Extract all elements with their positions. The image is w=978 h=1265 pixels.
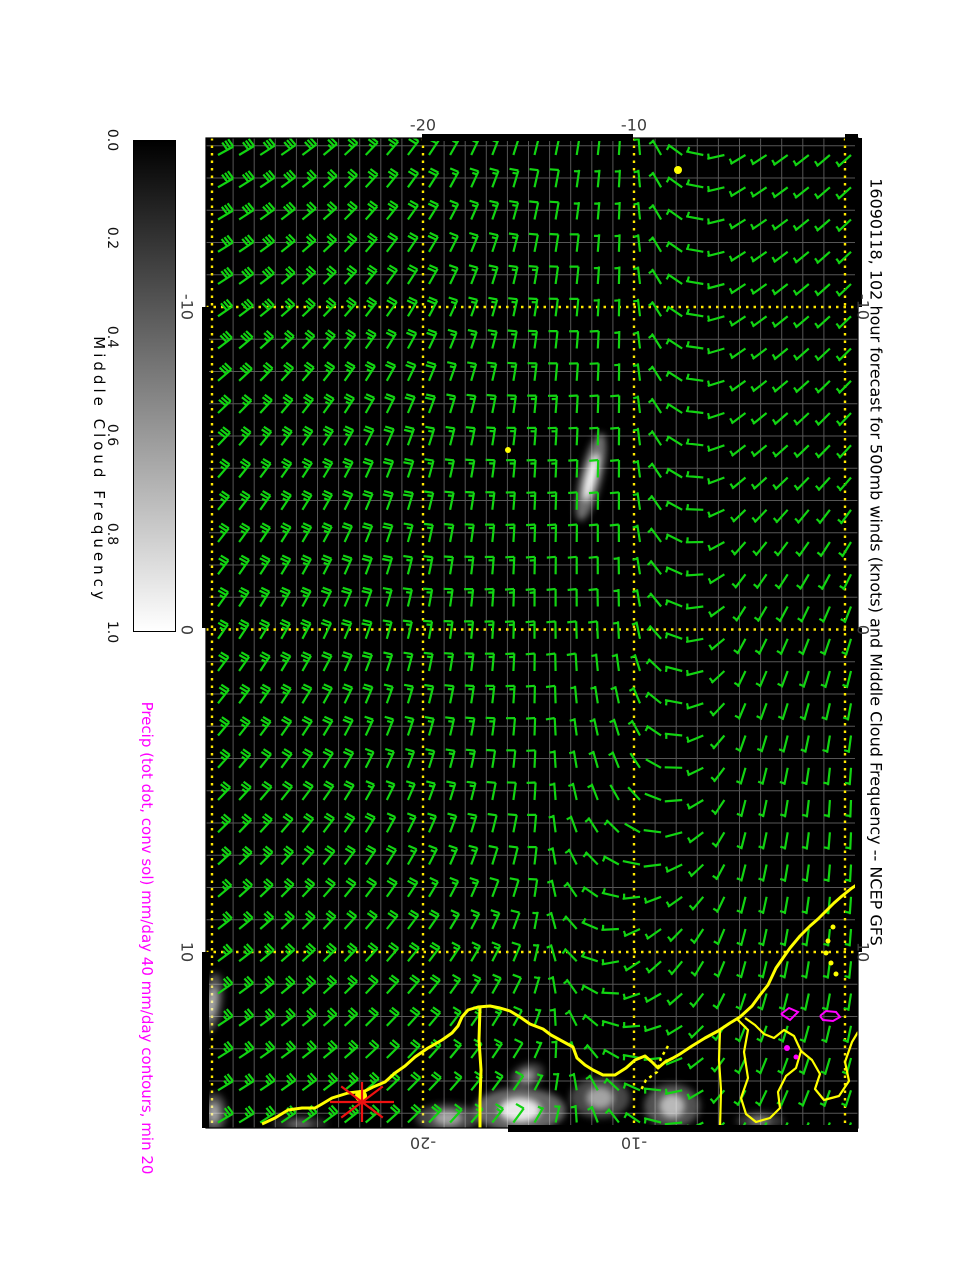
wind-barb-field xyxy=(217,138,853,1128)
precip-contour xyxy=(780,1006,800,1022)
axis-tick-label: -20 xyxy=(409,1133,437,1153)
precip-contour-dot xyxy=(784,1045,790,1051)
colorbar-tick-label: 0.0 xyxy=(104,128,120,152)
island-dot xyxy=(830,924,836,930)
axis-tick-label: -10 xyxy=(853,293,873,321)
coastline xyxy=(261,882,858,1126)
colorbar-tick-label: 0.2 xyxy=(104,227,120,250)
storm-marker xyxy=(330,1082,394,1122)
asterisk-icon xyxy=(330,1082,394,1122)
coastline-north xyxy=(477,1007,483,1128)
precip-contours xyxy=(780,1006,842,1060)
precip-contour xyxy=(819,1009,842,1023)
coastline-layer xyxy=(261,166,858,1128)
border-line xyxy=(717,1030,723,1128)
island-dot xyxy=(825,938,831,944)
border-line xyxy=(800,1031,858,1102)
colorbar-label: Middle Cloud Frequency xyxy=(90,336,108,604)
island-dot xyxy=(833,971,839,977)
precip-dot xyxy=(505,447,511,453)
dashed-yellow-arc xyxy=(639,1045,670,1091)
zebra-border xyxy=(202,134,862,1132)
axis-tick-label: -10 xyxy=(620,115,648,135)
island-dot xyxy=(823,950,829,956)
colorbar-tick-label: 1.0 xyxy=(104,620,120,644)
axis-tick-label: 10 xyxy=(853,941,873,963)
axis-tick-label: 10 xyxy=(177,941,197,963)
axis-tick-label: -10 xyxy=(620,1133,648,1153)
border-line xyxy=(736,1017,803,1124)
colorbar-gradient xyxy=(133,140,176,632)
axis-tick-label: -20 xyxy=(409,115,437,135)
island-dot xyxy=(828,960,834,966)
axis-tick-label: 0 xyxy=(177,624,197,635)
precip-dot xyxy=(674,166,682,174)
axis-tick-label: 0 xyxy=(853,624,873,635)
precip-caption: Precip (tot dot, conv sol) mm/day 40 mm/… xyxy=(138,701,156,1175)
wind-barbs xyxy=(217,138,853,1128)
axis-tick-label: -10 xyxy=(177,293,197,321)
precip-contour-dot xyxy=(793,1054,799,1060)
grid-major-dotted xyxy=(206,138,858,1128)
